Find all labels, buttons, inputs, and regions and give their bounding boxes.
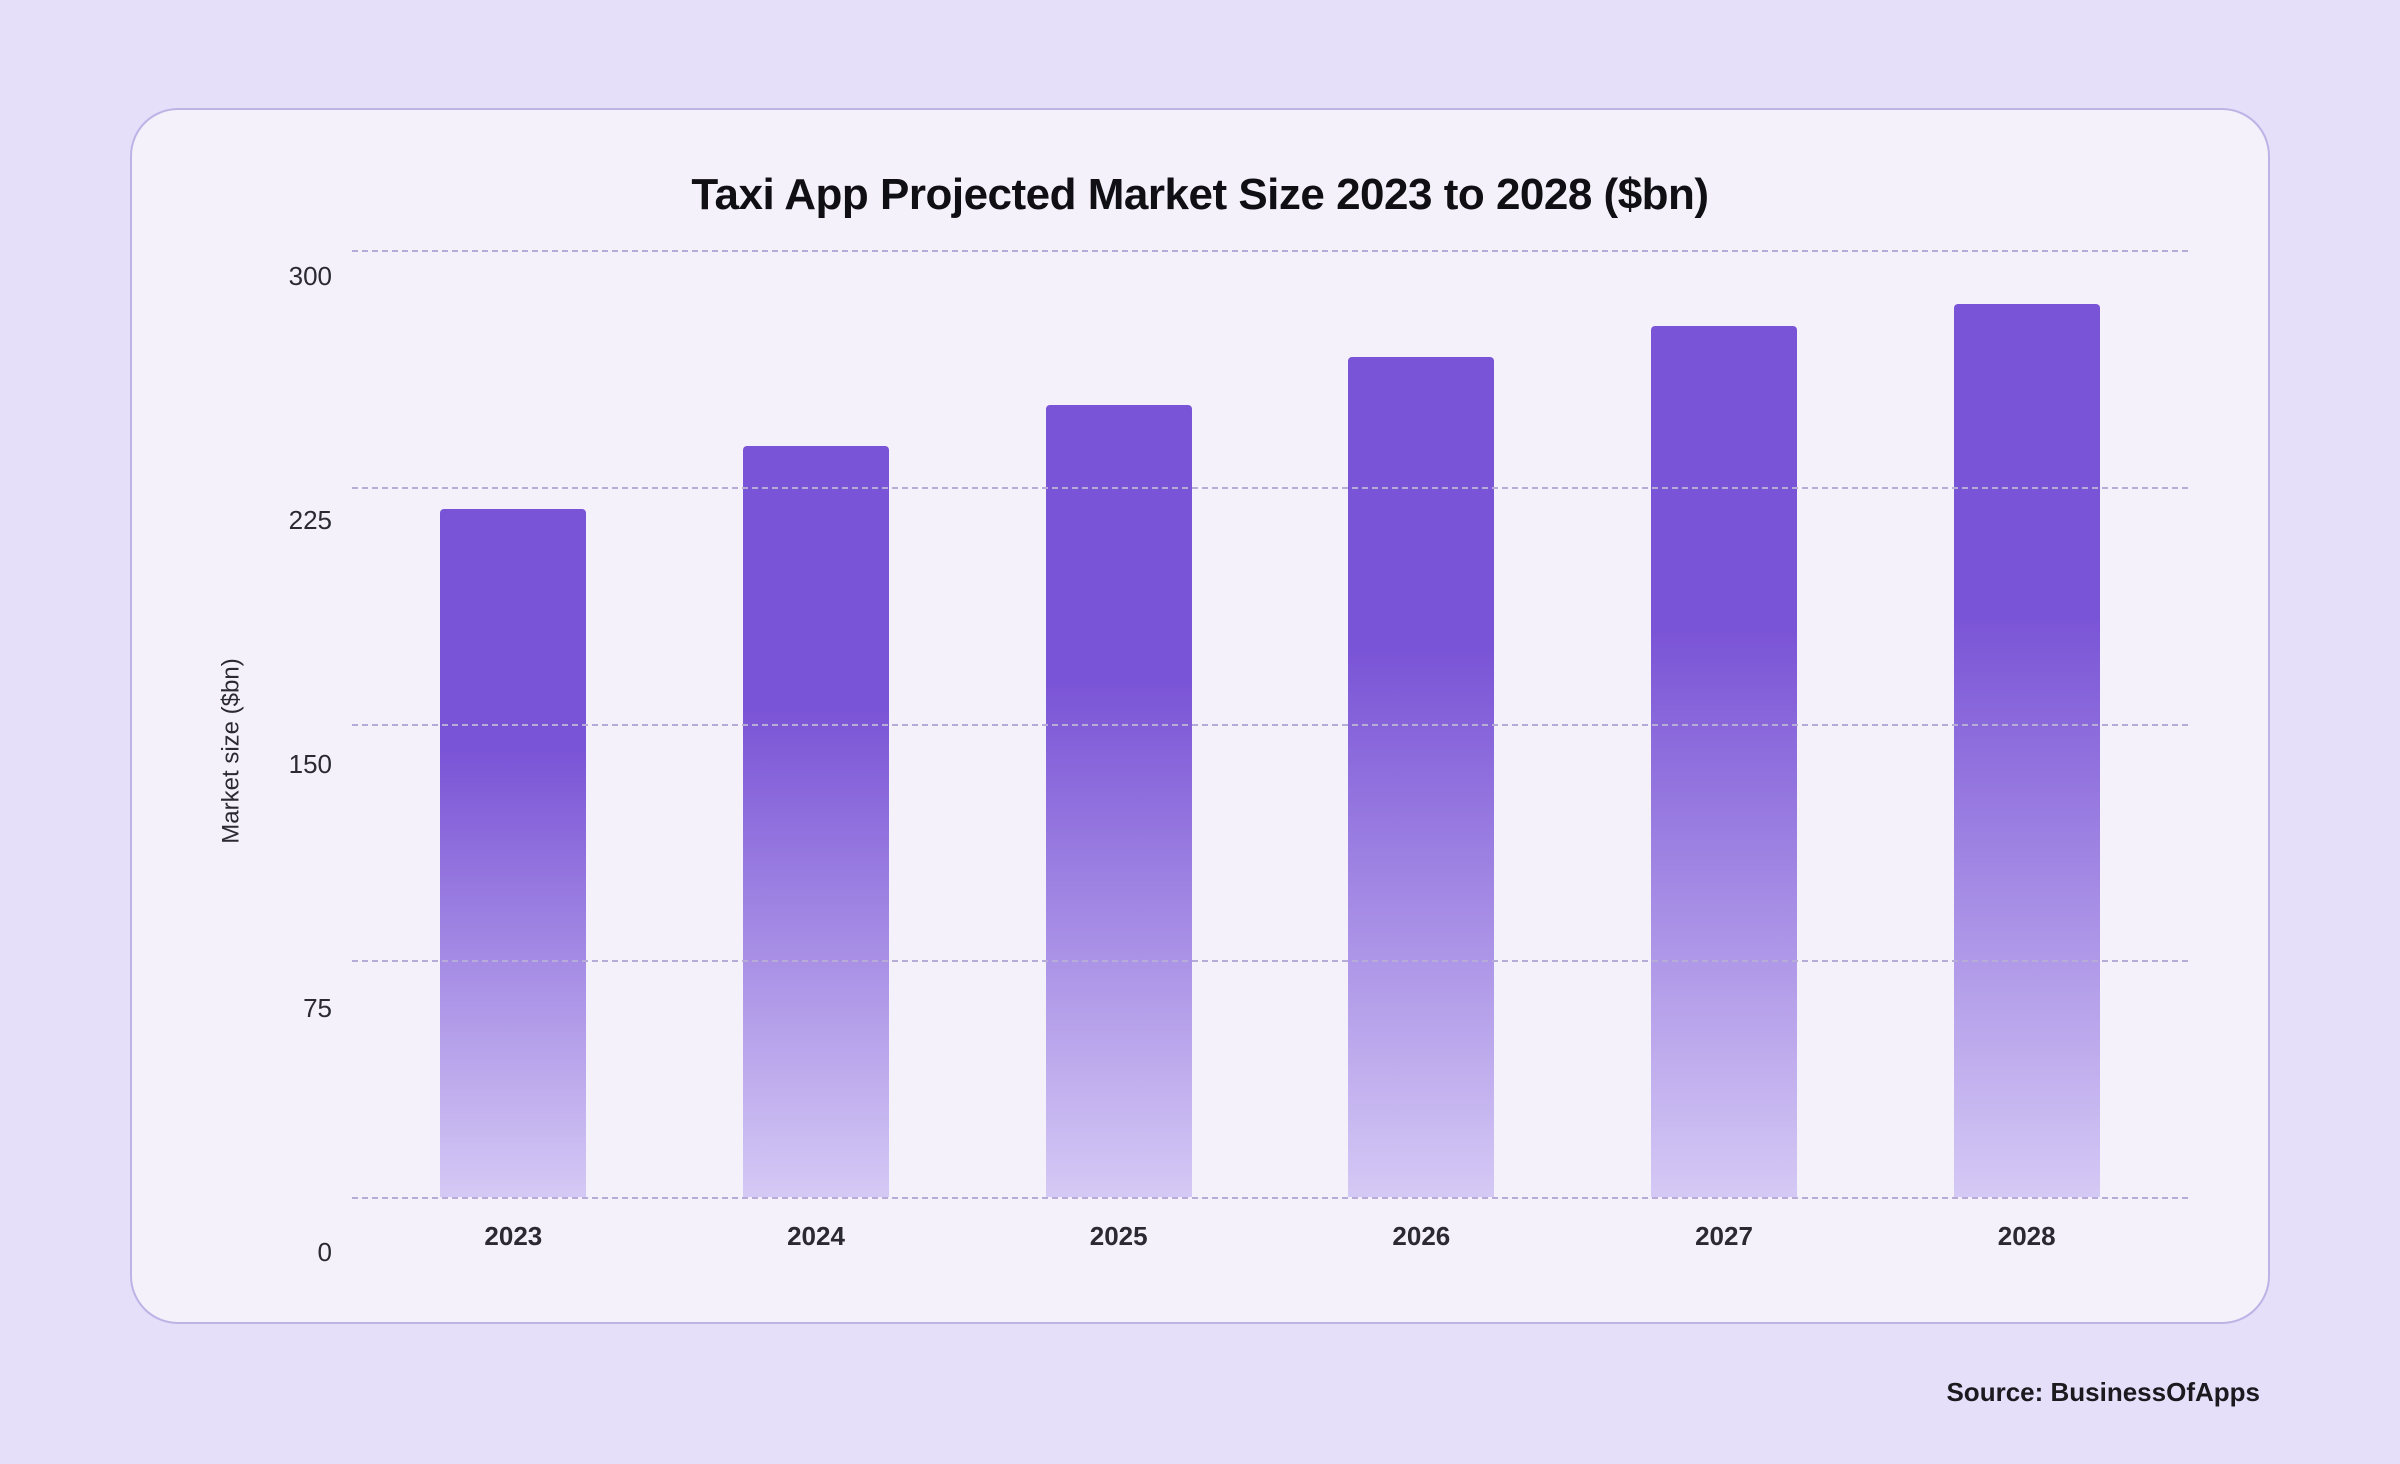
bar xyxy=(1651,326,1797,1197)
gridline xyxy=(352,250,2188,252)
gridline xyxy=(352,487,2188,489)
y-tick: 300 xyxy=(289,263,332,289)
source-name: BusinessOfApps xyxy=(2051,1377,2261,1407)
plot-column: 202320242025202620272028 xyxy=(352,250,2188,1252)
y-tick: 0 xyxy=(318,1239,332,1265)
y-tick: 225 xyxy=(289,507,332,533)
bar xyxy=(1348,357,1494,1197)
y-axis-label-column: Market size ($bn) xyxy=(212,250,252,1252)
bar xyxy=(1046,405,1192,1197)
source-prefix: Source: xyxy=(1946,1377,2050,1407)
x-tick: 2023 xyxy=(362,1221,665,1252)
y-tick: 75 xyxy=(303,995,332,1021)
gridline xyxy=(352,1197,2188,1199)
x-tick: 2028 xyxy=(1875,1221,2178,1252)
page-container: Taxi App Projected Market Size 2023 to 2… xyxy=(0,0,2400,1464)
x-tick: 2024 xyxy=(665,1221,968,1252)
chart-body: Market size ($bn) 300225150750 202320242… xyxy=(212,250,2188,1252)
x-tick: 2027 xyxy=(1573,1221,1876,1252)
plot-area xyxy=(352,250,2188,1197)
bar xyxy=(440,509,586,1197)
chart-title: Taxi App Projected Market Size 2023 to 2… xyxy=(212,170,2188,220)
y-axis-ticks: 300225150750 xyxy=(252,250,352,1252)
x-axis-ticks: 202320242025202620272028 xyxy=(352,1197,2188,1252)
gridline xyxy=(352,724,2188,726)
source-attribution: Source: BusinessOfApps xyxy=(1946,1377,2260,1408)
x-tick: 2026 xyxy=(1270,1221,1573,1252)
chart-card: Taxi App Projected Market Size 2023 to 2… xyxy=(130,108,2270,1324)
y-tick: 150 xyxy=(289,751,332,777)
bar xyxy=(1954,304,2100,1197)
x-tick: 2025 xyxy=(967,1221,1270,1252)
bar xyxy=(743,446,889,1197)
gridline xyxy=(352,960,2188,962)
y-axis-label: Market size ($bn) xyxy=(218,658,246,843)
